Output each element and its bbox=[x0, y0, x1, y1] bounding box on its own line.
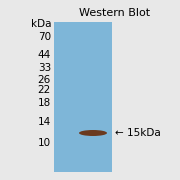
Text: kDa: kDa bbox=[30, 19, 51, 29]
Text: 26: 26 bbox=[38, 75, 51, 85]
Text: 70: 70 bbox=[38, 32, 51, 42]
Ellipse shape bbox=[79, 130, 107, 136]
Bar bbox=[54, 22, 112, 172]
Text: 18: 18 bbox=[38, 98, 51, 108]
Text: 33: 33 bbox=[38, 63, 51, 73]
Text: Western Blot: Western Blot bbox=[79, 8, 150, 18]
Text: 10: 10 bbox=[38, 138, 51, 148]
Text: 14: 14 bbox=[38, 117, 51, 127]
Text: 22: 22 bbox=[38, 85, 51, 95]
Text: ← 15kDa: ← 15kDa bbox=[115, 128, 161, 138]
Text: 44: 44 bbox=[38, 50, 51, 60]
